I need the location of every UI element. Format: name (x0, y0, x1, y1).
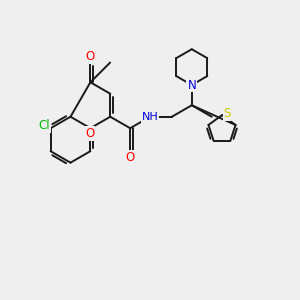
Text: O: O (86, 50, 95, 63)
Text: O: O (125, 151, 135, 164)
Text: NH: NH (142, 112, 158, 122)
Text: Cl: Cl (38, 119, 50, 132)
Text: S: S (224, 107, 231, 120)
Text: N: N (188, 79, 196, 92)
Text: O: O (85, 127, 94, 140)
